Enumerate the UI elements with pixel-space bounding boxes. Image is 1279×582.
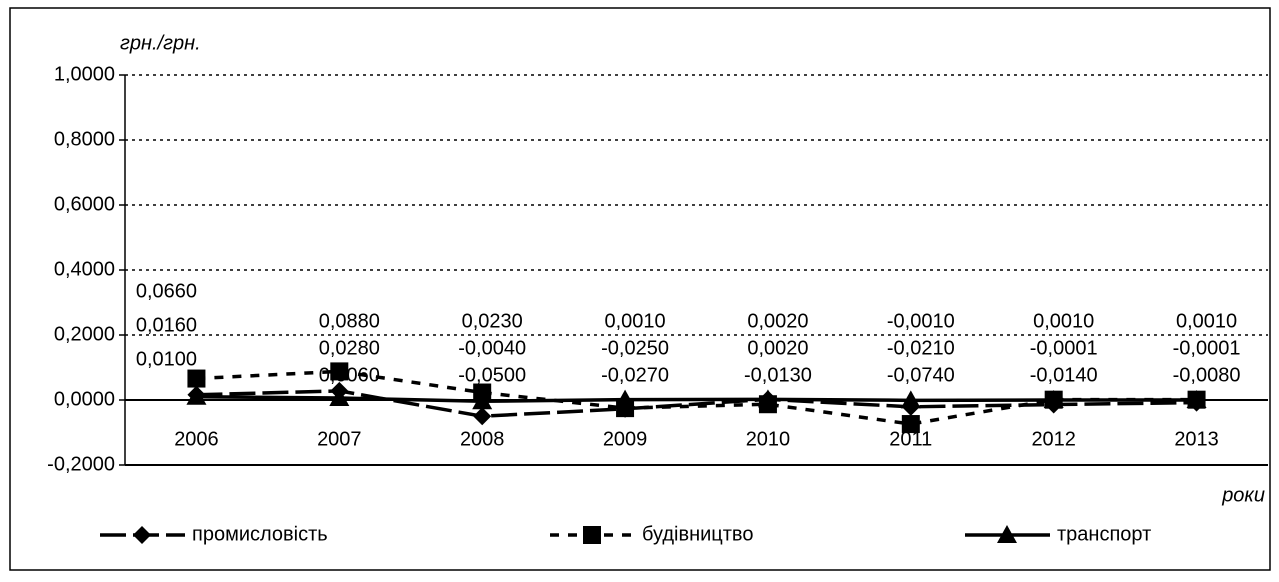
y-tick-label: 0,0000 xyxy=(54,388,115,410)
legend-marker xyxy=(997,525,1017,543)
frame xyxy=(9,7,1271,571)
x-tick-label: 2009 xyxy=(603,428,648,450)
data-point xyxy=(330,362,349,381)
data-label: 0,0280 xyxy=(319,337,380,359)
data-point xyxy=(901,415,920,434)
data-label: 0,0010 xyxy=(604,310,665,332)
data-label: -0,0040 xyxy=(458,337,526,359)
data-label: 0,0100 xyxy=(136,348,197,370)
data-point xyxy=(1043,390,1064,409)
y-tick-label: 0,8000 xyxy=(54,128,115,150)
data-label: -0,0250 xyxy=(601,337,669,359)
data-label: 0,0660 xyxy=(136,280,197,302)
data-point xyxy=(615,389,636,408)
x-tick-label: 2006 xyxy=(174,428,219,450)
data-label: -0,0130 xyxy=(744,364,812,386)
x-tick-label: 2012 xyxy=(1031,428,1076,450)
series-line xyxy=(196,389,1197,419)
data-label: -0,0080 xyxy=(1173,364,1241,386)
legend-marker xyxy=(133,526,151,544)
data-label: 0,0230 xyxy=(462,310,523,332)
legend-label: будівництво xyxy=(642,523,753,545)
x-tick-label: 2007 xyxy=(317,428,362,450)
data-label: 0,0020 xyxy=(747,310,808,332)
y-tick-label: 0,6000 xyxy=(54,193,115,215)
data-point xyxy=(900,390,921,409)
data-point xyxy=(186,386,207,405)
y-tick-label: 1,0000 xyxy=(54,63,115,85)
data-label: 0,0880 xyxy=(319,310,380,332)
data-label: -0,0140 xyxy=(1030,364,1098,386)
data-label: -0,0210 xyxy=(887,337,955,359)
legend-marker xyxy=(583,526,601,544)
data-label: -0,0001 xyxy=(1030,337,1098,359)
data-label: -0,0500 xyxy=(458,364,526,386)
data-label: 0,0010 xyxy=(1176,310,1237,332)
x-tick-label: 2010 xyxy=(746,428,791,450)
y-tick-label: -0,2000 xyxy=(47,453,115,475)
x-tick-label: 2011 xyxy=(889,428,932,450)
data-point xyxy=(1186,390,1207,409)
data-label: -0,0001 xyxy=(1173,337,1241,359)
data-label: 0,0020 xyxy=(747,337,808,359)
data-point xyxy=(472,391,493,410)
data-point xyxy=(757,389,778,408)
data-point xyxy=(329,388,350,407)
data-point xyxy=(473,407,492,426)
data-label: 0,0010 xyxy=(1033,310,1094,332)
series-line xyxy=(196,369,1197,426)
x-tick-label: 2008 xyxy=(460,428,505,450)
y-axis-title: грн./грн. xyxy=(120,32,201,54)
x-tick-label: 2013 xyxy=(1174,428,1219,450)
data-label: -0,0740 xyxy=(887,364,955,386)
data-label: -0,0010 xyxy=(887,310,955,332)
data-label: 0,0160 xyxy=(136,314,197,336)
data-point xyxy=(187,369,206,388)
legend-label: транспорт xyxy=(1057,523,1151,545)
data-label: 0,0060 xyxy=(319,364,380,386)
series-line xyxy=(196,395,1197,404)
legend-label: промисловість xyxy=(192,523,328,545)
y-tick-label: 0,4000 xyxy=(54,258,115,280)
y-tick-label: 0,2000 xyxy=(54,323,115,345)
x-axis-title: роки xyxy=(1221,484,1265,506)
data-label: -0,0270 xyxy=(601,364,669,386)
